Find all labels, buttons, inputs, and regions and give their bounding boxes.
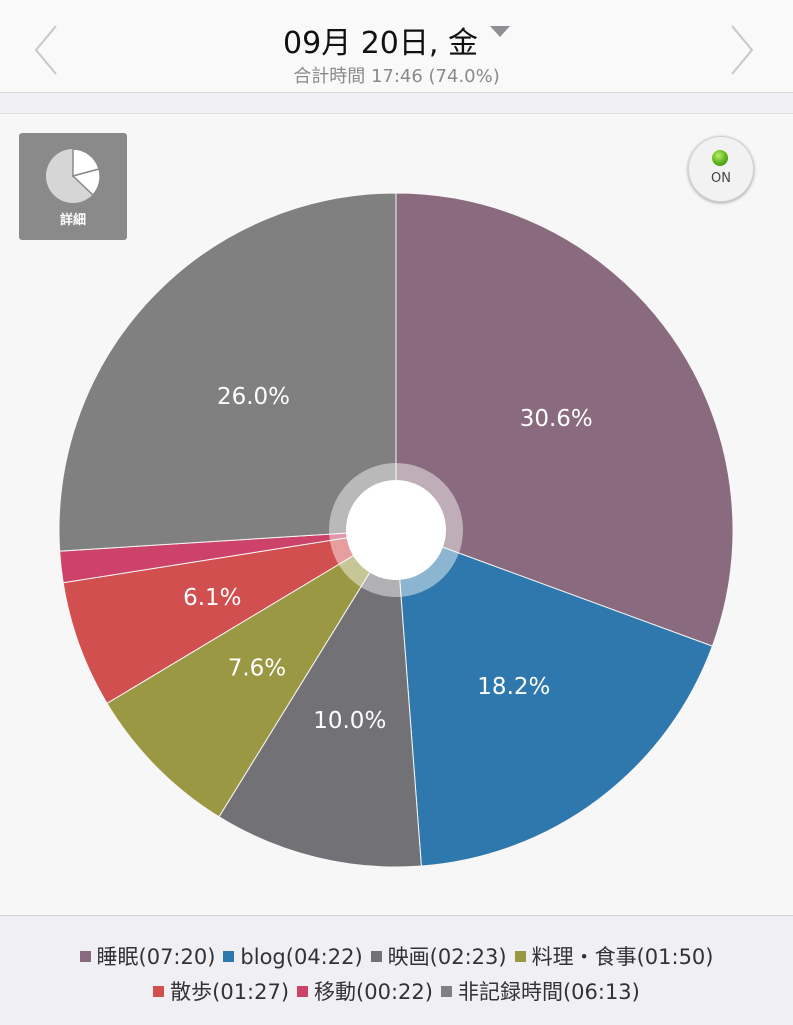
legend-label: blog(04:22) [240,945,363,969]
previous-day-button[interactable] [26,22,66,78]
detail-button-label: 詳細 [59,213,86,228]
date-picker[interactable]: 09月 20日, 金 [0,18,793,61]
legend-item: 料理・食事(01:50) [514,941,714,971]
pie-slice[interactable] [218,528,422,868]
legend-swatch [440,986,452,997]
date-title: 09月 20日, 金 [283,26,478,61]
legend-item: 非記録時間(06:13) [440,976,640,1006]
legend-swatch [79,951,91,962]
pie-chart: 30.6% 18.2% 10.0% 7.6% 6.1% 26.0% [58,192,734,868]
legend-swatch [153,986,165,997]
legend-item: 睡眠(07:20) [79,941,216,971]
pie-slice[interactable] [395,192,734,647]
legend: 睡眠(07:20) blog(04:22) 映画(02:23) 料理・食事(01:50… [0,915,793,1025]
legend-item: 映画(02:23) [370,941,507,971]
legend-label: 睡眠(07:20) [96,945,216,969]
center-hole [346,480,446,580]
legend-item: 散歩(01:27) [153,976,289,1006]
total-time: 合計時間 17:46 (74.0%) [293,66,500,87]
date-header: 09月 20日, 金 合計時間 17:46 (74.0%) [0,0,793,93]
slice-percent-label: 7.6% [228,655,286,681]
legend-swatch [223,951,235,962]
status-led-icon [712,150,728,166]
chevron-right-icon [731,25,754,75]
legend-label: 移動(00:22) [314,980,433,1004]
separator-band [0,93,793,114]
pie-chart-icon [46,148,101,203]
pie-slice[interactable] [62,529,397,705]
legend-item: blog(04:22) [223,945,363,969]
legend-label: 非記録時間(06:13) [457,980,640,1004]
legend-label: 散歩(01:27) [170,980,290,1004]
on-toggle-label: ON [711,171,731,186]
caret-down-icon [489,26,510,37]
slice-percent-label: 6.1% [183,585,241,611]
legend-swatch [514,951,526,962]
legend-item: 移動(00:22) [297,976,433,1006]
pie-slice[interactable] [106,529,397,818]
chevron-left-icon [34,25,57,75]
legend-row: 睡眠(07:20) blog(04:22) 映画(02:23) 料理・食事(01:50… [0,941,793,971]
legend-label: 料理・食事(01:50) [531,945,714,969]
slice-percent-label: 18.2% [477,674,550,700]
legend-row: 散歩(01:27) 移動(00:22) 非記録時間(06:13) [0,976,793,1006]
on-toggle[interactable]: ON [688,136,754,202]
slice-percent-label: 30.6% [520,406,593,432]
slice-percent-label: 26.0% [217,384,290,410]
slice-percent-label: 10.0% [313,708,386,734]
pie-slice[interactable] [395,529,713,867]
legend-swatch [370,951,382,962]
next-day-button[interactable] [722,22,762,78]
detail-button[interactable]: 詳細 [19,133,127,240]
legend-swatch [297,986,309,997]
legend-label: 映画(02:23) [387,945,507,969]
pie-slice[interactable] [58,192,397,552]
